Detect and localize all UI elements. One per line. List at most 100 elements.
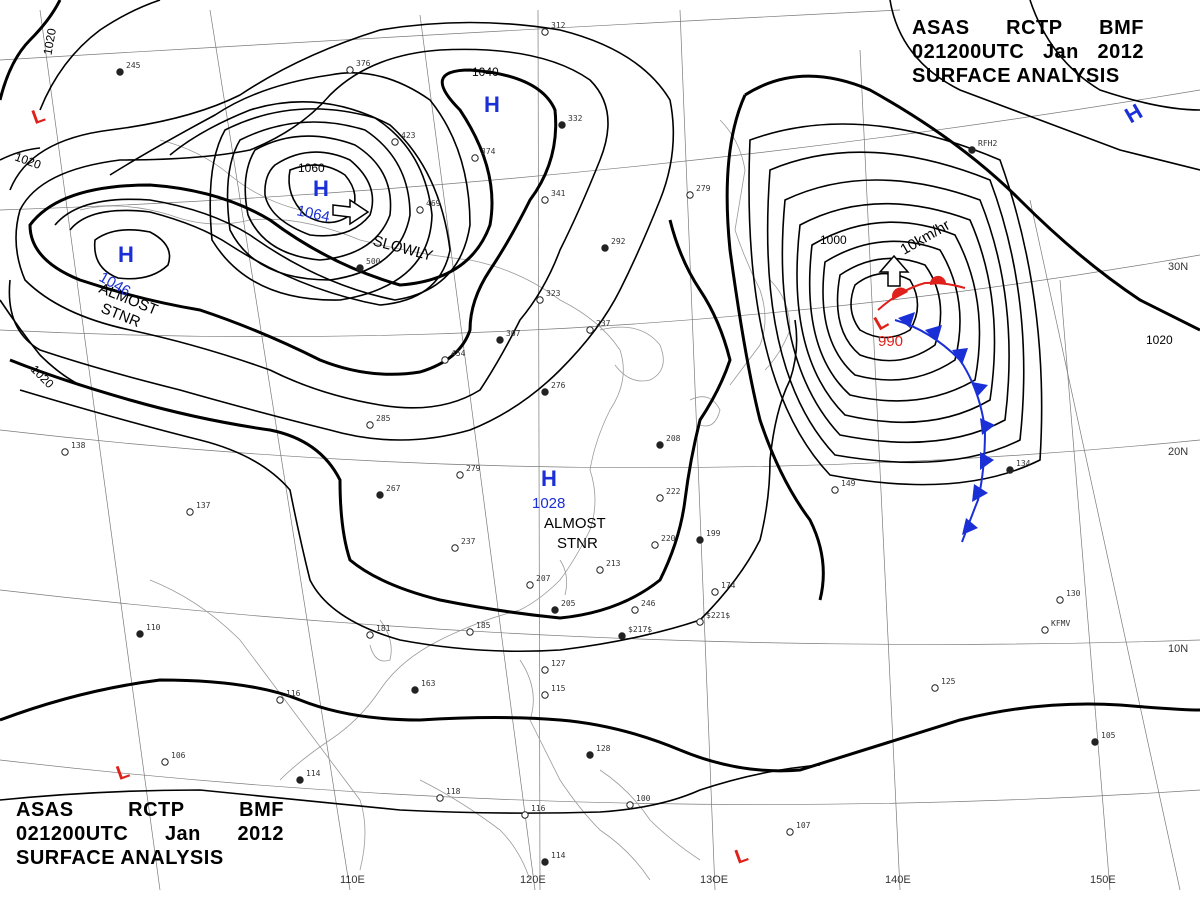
station-pressure-value: 205: [561, 599, 576, 608]
station-pressure-value: 267: [386, 484, 401, 493]
station-marker: [656, 494, 664, 502]
station-pressure-value: $221$: [706, 611, 730, 620]
isobar-998: [822, 240, 961, 381]
lon-label-110e: 110E: [340, 874, 365, 886]
station-pressure-value: 106: [171, 751, 186, 760]
station-pressure-value: $217$: [628, 625, 652, 634]
isobar-1016-left: [0, 299, 81, 386]
isobar-1020-left: [0, 147, 41, 161]
isobar-1028-outer: [39, 0, 161, 111]
parallel-30n: [0, 254, 1200, 338]
station-marker: [1056, 596, 1064, 604]
station-pressure-value: 312: [551, 21, 566, 30]
title-bottom-year: 2012: [237, 823, 284, 845]
station-pressure-value: 114: [551, 851, 566, 860]
station-pressure-value: 222: [666, 487, 681, 496]
station-pressure-value: 285: [376, 414, 391, 423]
low-motion-arrow: [878, 254, 910, 287]
isobar-1036: [15, 48, 609, 409]
station-pressure-value: 115: [551, 684, 566, 693]
station-pressure-value: 130: [1066, 589, 1081, 598]
station-marker: [696, 536, 704, 544]
station-marker: [466, 628, 474, 636]
lon-label-150e: 150E: [1090, 874, 1116, 886]
coastlines: [79, 119, 791, 881]
warm-front-semicircle-1: [892, 287, 908, 300]
parallel-10n: [0, 589, 1200, 645]
station-marker: [496, 336, 504, 344]
station-marker: [1006, 466, 1014, 474]
station-marker: [786, 828, 794, 836]
station-marker: [1091, 738, 1099, 746]
isobar-1032: [8, 21, 675, 441]
station-pressure-value: 125: [941, 677, 956, 686]
title-top-month: Jan: [1042, 41, 1079, 63]
isobars: [0, 0, 1200, 814]
isobar-1016-east: [748, 123, 1043, 486]
isobar-1012: [766, 151, 1025, 464]
isobar-1044: [69, 101, 451, 306]
station-marker: [651, 541, 659, 549]
station-pressure-value: 276: [551, 381, 566, 390]
station-marker: [161, 758, 169, 766]
station-pressure-value: 134: [1016, 459, 1031, 468]
station-observations: 245 376 312 332 423 469 500 374 341 292 279 323 307 4…: [61, 21, 1116, 866]
isobar-1052: [226, 121, 411, 281]
isobar-1024: [19, 319, 798, 653]
station-marker: [696, 618, 704, 626]
station-marker: [541, 858, 549, 866]
station-marker: [711, 588, 719, 596]
station-pressure-value: 500: [366, 257, 381, 266]
station-marker: [656, 441, 664, 449]
title-bottom-line1: ASAS RCTP BMF: [16, 798, 284, 822]
meridian-150e: [1059, 279, 1111, 891]
station-pressure-value: 246: [641, 599, 656, 608]
title-top-year: 2012: [1097, 41, 1144, 63]
title-bottom-code: BMF: [239, 799, 284, 821]
station-marker: [186, 508, 194, 516]
station-marker: [631, 606, 639, 614]
station-pressure-value: 323: [546, 289, 561, 298]
isobar-label-1000: 1000: [820, 233, 847, 247]
parallel-40n: [0, 89, 1200, 211]
station-marker: [136, 630, 144, 638]
station-pressure-value: 207: [536, 574, 551, 583]
station-marker: [276, 696, 284, 704]
title-top-agency: ASAS: [912, 17, 970, 39]
station-pressure-value: 292: [611, 237, 626, 246]
low-center-sw-label: L: [113, 760, 132, 785]
warm-front-semicircle-2: [929, 275, 946, 285]
meridian-125e: [537, 9, 541, 891]
station-marker: [296, 776, 304, 784]
station-marker: [596, 566, 604, 574]
isobar-1040-bold: [28, 68, 558, 376]
station-pressure-value: KFMV: [1051, 619, 1070, 628]
isobar-1056: [244, 135, 392, 261]
station-pressure-value: 185: [476, 621, 491, 630]
isobar-994: [836, 257, 942, 362]
title-bottom-month: Jan: [164, 823, 201, 845]
station-pressure-value: 469: [426, 199, 441, 208]
station-pressure-value: 237: [596, 319, 611, 328]
station-marker: [366, 421, 374, 429]
station-marker: [831, 486, 839, 494]
station-marker: [116, 68, 124, 76]
lon-label-140e: 140E: [885, 874, 911, 886]
cold-front-triangle-7: [972, 484, 988, 502]
station-marker: [551, 606, 559, 614]
low-center-990-label: L: [871, 310, 893, 335]
station-marker: [586, 326, 594, 334]
title-bottom-line2: 021200UTC Jan 2012: [16, 822, 284, 846]
station-pressure-value: 118: [446, 787, 461, 796]
station-marker: [541, 28, 549, 36]
high-center-1064-value: 1064: [295, 202, 331, 226]
station-marker: [931, 684, 939, 692]
motion-arrows: [332, 198, 910, 287]
station-marker: [61, 448, 69, 456]
lat-label-10n: 10N: [1168, 643, 1188, 655]
station-pressure-value: 138: [71, 441, 86, 450]
lon-label-130e: 13OE: [700, 874, 728, 886]
isobar-1020-east-b: [725, 94, 825, 601]
station-marker: [416, 206, 424, 214]
title-top-line1: ASAS RCTP BMF: [912, 16, 1144, 40]
